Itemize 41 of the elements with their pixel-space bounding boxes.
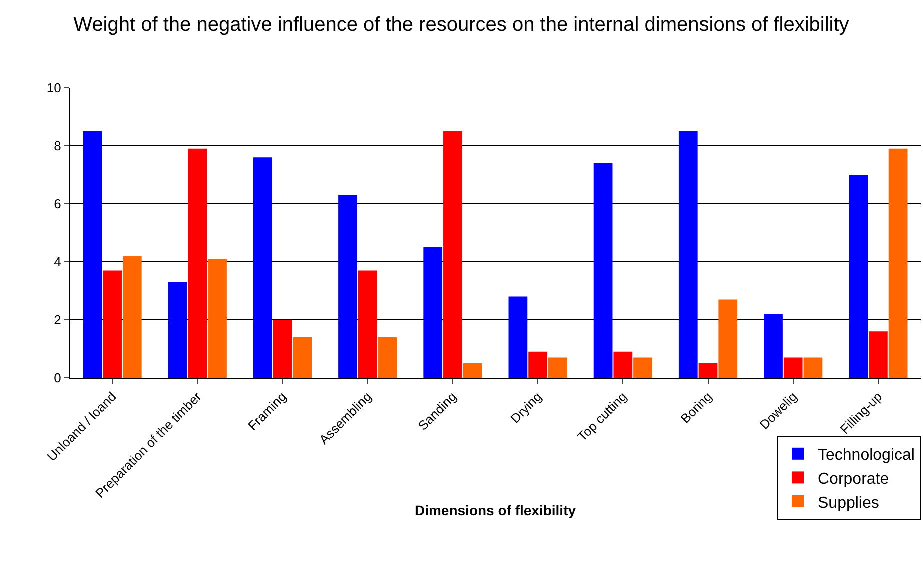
bar [698,364,718,378]
bar [548,358,568,378]
bar [253,158,272,378]
bar [122,256,142,378]
bar [888,148,908,378]
bar [594,163,613,378]
bar [678,132,698,378]
bar [444,132,462,378]
y-tick-label: 10 [46,80,62,96]
bar [804,358,823,378]
x-axis-title: Dimensions of flexibility [414,502,576,518]
bar [168,282,188,378]
legend-label: Technological [818,447,915,464]
bar [358,270,378,378]
bar [338,195,358,378]
bar [849,175,868,378]
bar [784,358,803,378]
y-tick-label: 6 [54,196,62,212]
bar [208,259,227,378]
legend-label: Supplies [818,494,880,512]
bar [188,148,208,378]
bar [869,332,888,378]
y-tick-label: 0 [54,370,62,386]
bar [378,337,398,378]
chart-title: Weight of the negative influence of the resources on the internal dimensions of flexibility [74,14,850,36]
bar [103,270,122,378]
bar [293,337,312,378]
bar [83,132,102,378]
bar [614,352,633,378]
y-tick-label: 2 [54,312,62,328]
y-tick-label: 8 [54,138,62,154]
bar [764,314,783,378]
bar [718,300,738,378]
bar [424,248,443,378]
bar [508,296,528,378]
bar [463,364,482,378]
legend-label: Corporate [818,470,890,488]
bar [634,358,652,378]
y-tick-label: 4 [54,254,62,270]
bar [528,352,548,378]
bar [273,320,292,378]
